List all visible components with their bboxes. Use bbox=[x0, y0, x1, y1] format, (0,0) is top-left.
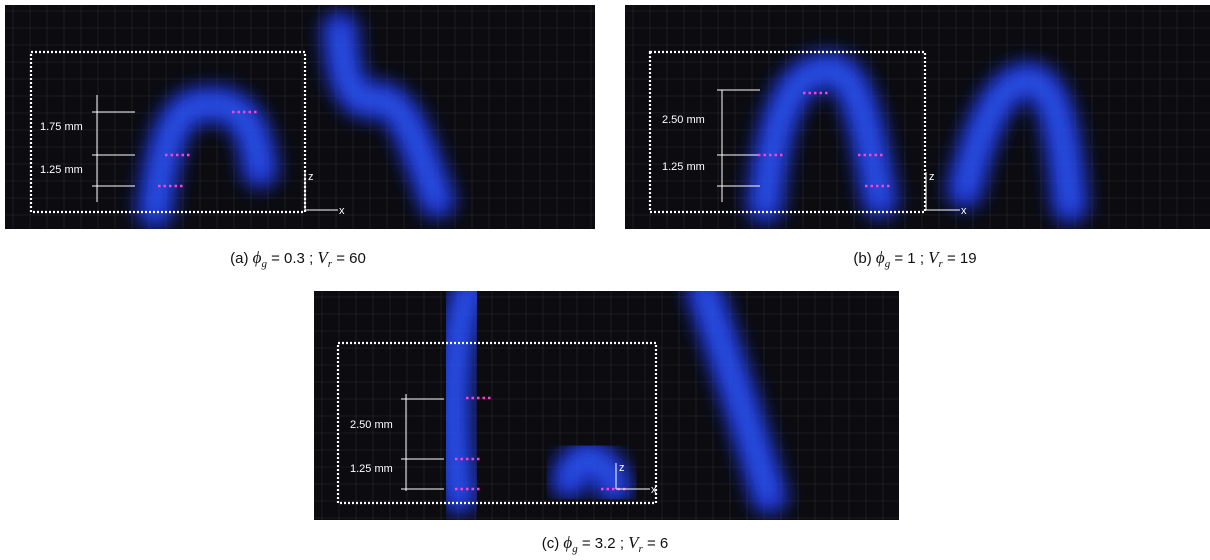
caption-val1: = 0.3 bbox=[271, 250, 305, 267]
caption-val2: = 19 bbox=[947, 250, 977, 267]
caption-label: (b) bbox=[853, 250, 872, 267]
caption-sub1: g bbox=[884, 258, 891, 270]
flame-image: 1.75 mm 1.25 mm z x bbox=[5, 5, 595, 229]
caption-val1: = 3.2 bbox=[581, 535, 616, 552]
caption-val2: = 60 bbox=[336, 250, 366, 267]
flame-core bbox=[761, 65, 884, 209]
caption-var1: ϕ bbox=[875, 248, 885, 267]
caption-sub2: r bbox=[638, 543, 643, 555]
scale-label: 1.25 mm bbox=[40, 164, 83, 176]
caption: (b) ϕg = 1 ; Vr = 19 bbox=[815, 248, 1015, 270]
region-box bbox=[336, 341, 658, 505]
scale-label: 2.50 mm bbox=[662, 114, 705, 126]
flame-core bbox=[449, 291, 473, 500]
flame-image: 2.50 mm 1.25 mm z x bbox=[314, 291, 899, 520]
caption-var2: V bbox=[628, 533, 639, 552]
caption-val2: = 6 bbox=[647, 535, 669, 552]
caption-sep: ; bbox=[919, 250, 924, 267]
flame-core bbox=[151, 100, 264, 214]
axis-label: x bbox=[651, 484, 657, 496]
caption-sub1: g bbox=[572, 543, 578, 555]
caption-label: (c) bbox=[541, 535, 560, 552]
scale-label: 2.50 mm bbox=[350, 419, 393, 431]
caption-sep: ; bbox=[619, 535, 624, 552]
flame-core bbox=[336, 26, 441, 204]
scale-label: 1.25 mm bbox=[350, 463, 393, 475]
scale-label: 1.75 mm bbox=[40, 121, 83, 133]
caption-var2: V bbox=[928, 248, 939, 267]
flame-core bbox=[961, 75, 1074, 209]
caption-sep: ; bbox=[309, 250, 314, 267]
caption-var1: ϕ bbox=[563, 533, 573, 552]
region-box bbox=[29, 50, 307, 214]
flame-glow bbox=[321, 11, 456, 219]
caption-sub2: r bbox=[938, 258, 943, 270]
axis-label: z bbox=[929, 171, 935, 183]
caption-var1: ϕ bbox=[252, 248, 262, 267]
caption-val1: = 1 bbox=[894, 250, 916, 267]
caption: (c) ϕg = 3.2 ; Vr = 6 bbox=[505, 533, 705, 555]
flame-image: 2.50 mm 1.25 mm z x bbox=[625, 5, 1210, 229]
flame-glow bbox=[746, 50, 899, 224]
region-box bbox=[648, 50, 927, 214]
axis-label: z bbox=[619, 462, 625, 474]
axis-label: z bbox=[308, 171, 314, 183]
axis-label: x bbox=[961, 205, 967, 217]
caption-label: (a) bbox=[230, 250, 249, 267]
axis-label: x bbox=[339, 205, 345, 217]
caption-var2: V bbox=[317, 248, 328, 267]
flame-core bbox=[700, 291, 773, 500]
scale-label: 1.25 mm bbox=[662, 161, 705, 173]
caption: (a) ϕg = 0.3 ; Vr = 60 bbox=[198, 248, 398, 270]
caption-sub1: g bbox=[261, 258, 267, 270]
caption-sub2: r bbox=[327, 258, 333, 270]
flame-core bbox=[565, 455, 618, 490]
